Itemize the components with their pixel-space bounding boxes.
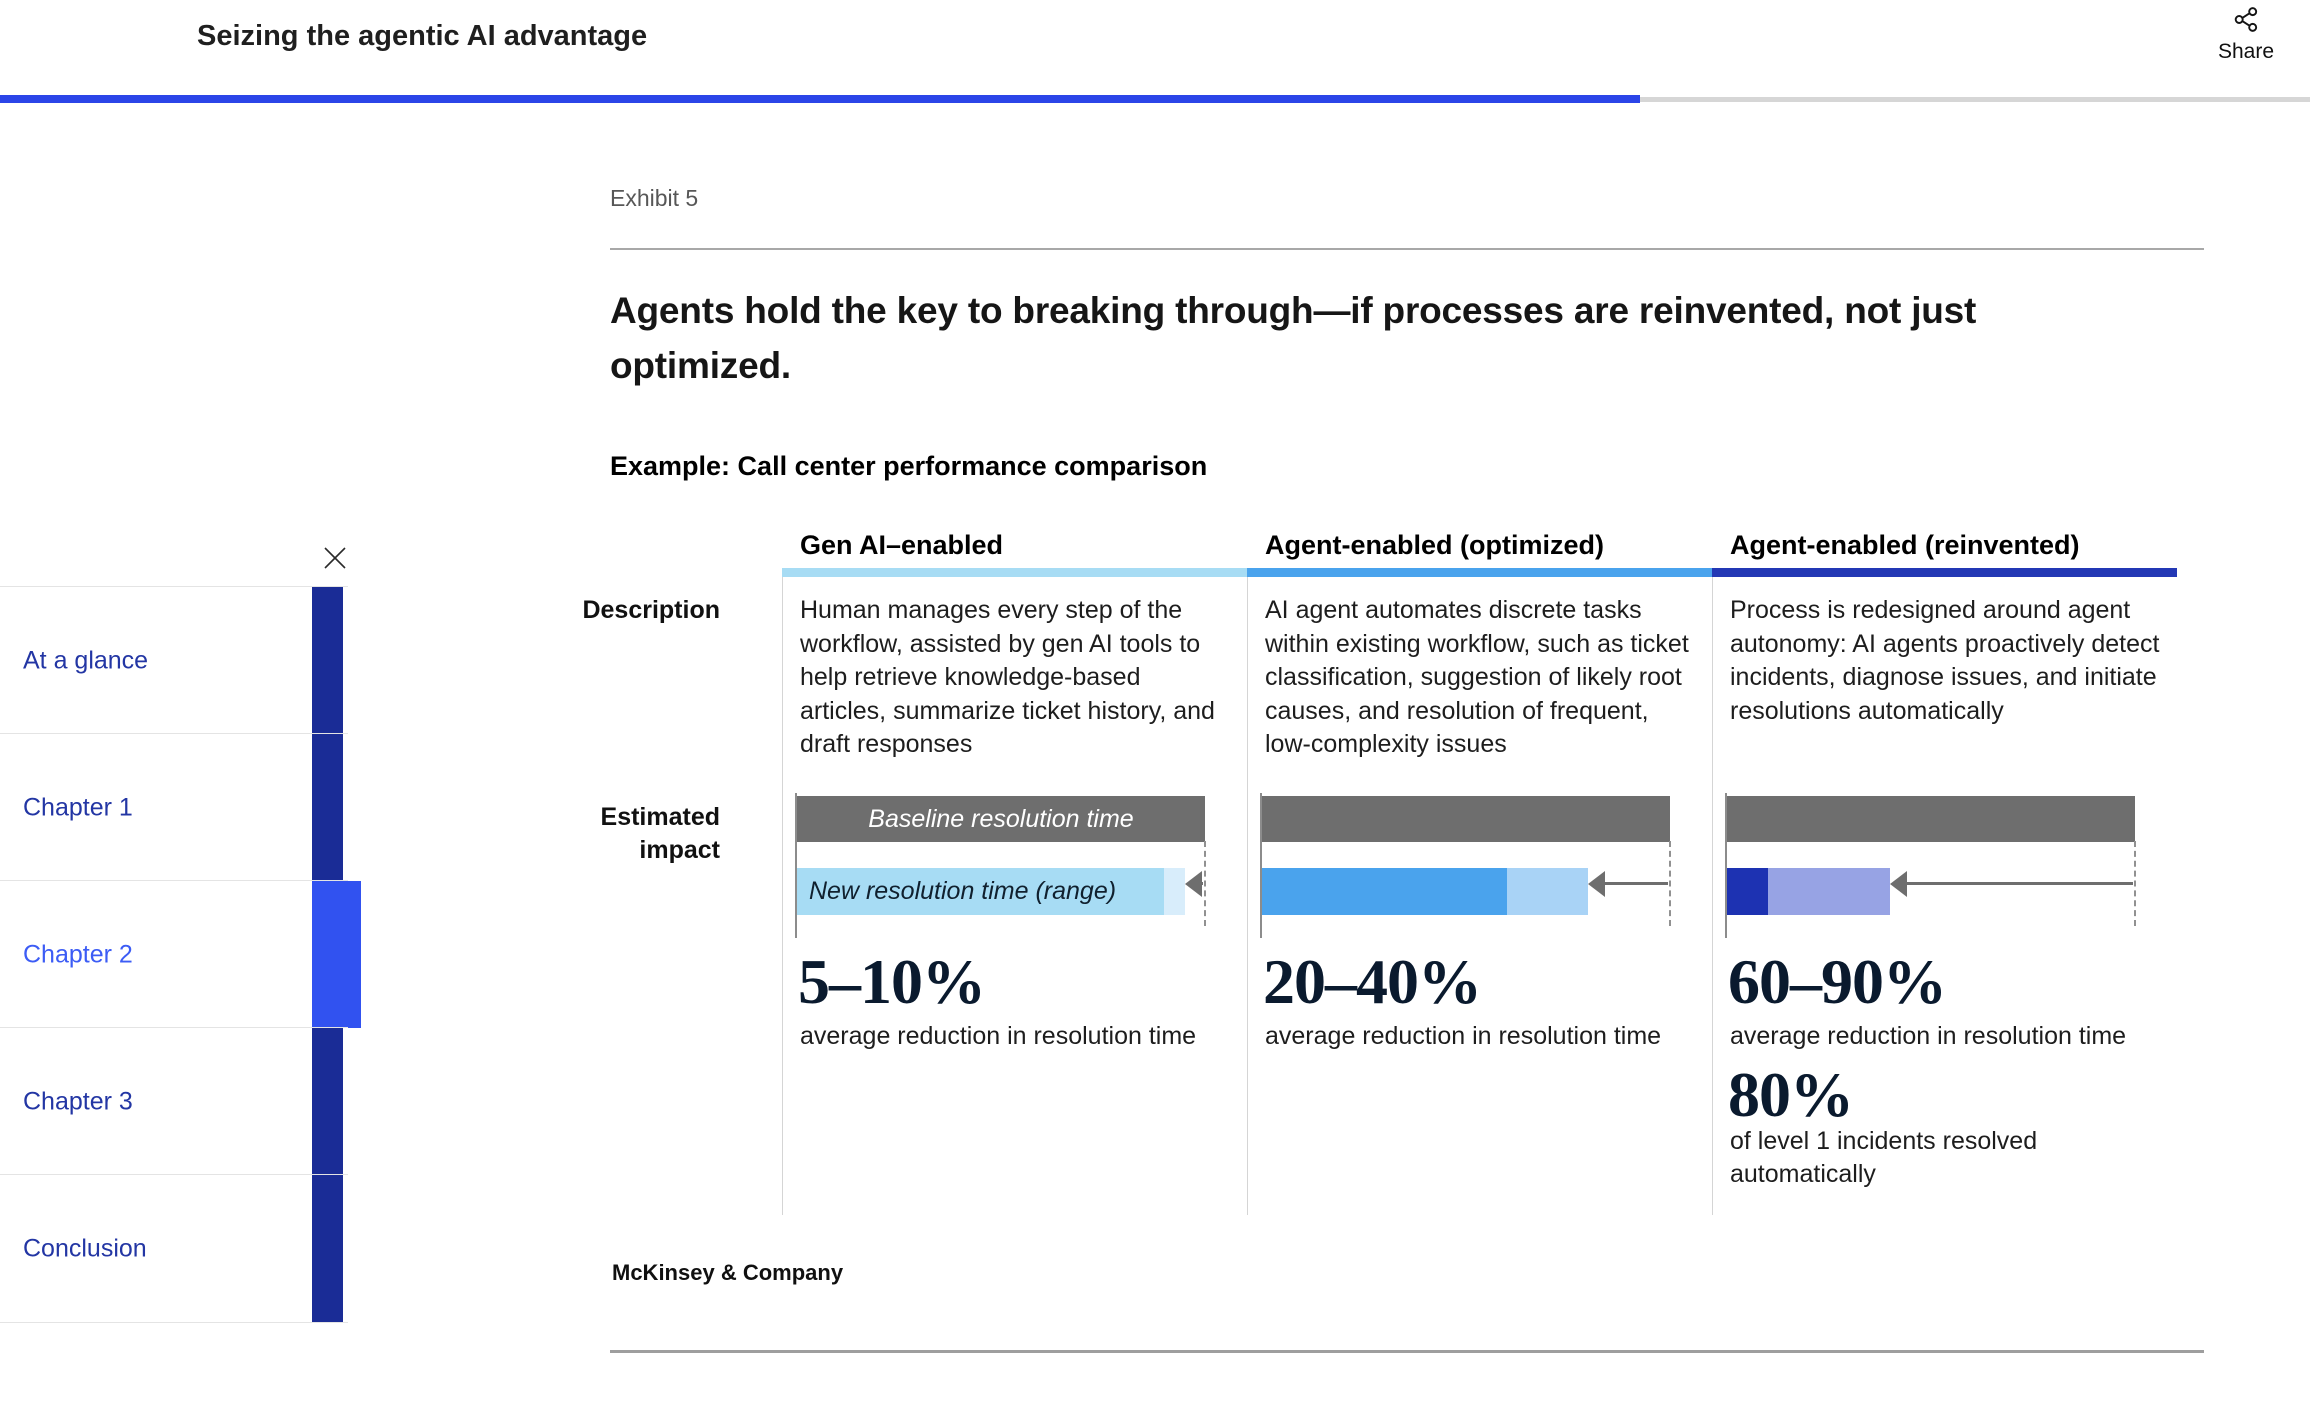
reduction-arrow-icon (1588, 871, 1606, 897)
baseline-bar (1727, 796, 2135, 842)
sidebar-item-at-a-glance[interactable]: At a glance (0, 586, 348, 734)
exhibit-subtitle: Example: Call center performance compari… (610, 451, 1208, 481)
reduction-arrow-line (1200, 882, 1203, 885)
stat-value: 5–10% (798, 946, 986, 1017)
new-time-range-bar (1506, 868, 1589, 915)
new-time-bar (1262, 868, 1507, 915)
baseline-bar (1262, 796, 1670, 842)
sidebar-item-chapter-1[interactable]: Chapter 1 (0, 733, 348, 881)
column-divider-line (1247, 577, 1248, 1215)
sidebar-item-label: Chapter 2 (23, 940, 133, 968)
new-time-range-bar (1164, 868, 1185, 915)
column-accent-bar (1247, 568, 1712, 577)
impact-chart: Baseline resolution time New resolution … (795, 793, 1207, 938)
share-icon (2233, 7, 2260, 37)
column-agent-enabled-optimized: Agent-enabled (optimized) AI agent autom… (1247, 530, 1712, 1230)
extra-stat-caption: of level 1 incidents resolved automatica… (1730, 1127, 2038, 1188)
sidebar-close-button[interactable] (320, 543, 350, 573)
exhibit-label: Exhibit 5 (610, 185, 699, 211)
column-divider-line (782, 577, 783, 1215)
reduction-arrow-line (1906, 882, 2133, 885)
stat-value: 60–90% (1728, 946, 1947, 1017)
sidebar-item-label: Chapter 3 (23, 1087, 133, 1115)
reduction-arrow-line (1604, 882, 1668, 885)
stat-value: 20–40% (1263, 946, 1482, 1017)
reduction-arrow-icon (1184, 871, 1202, 897)
sidebar-item-label: Conclusion (23, 1234, 147, 1262)
row-label-estimated-impact: Estimated impact (600, 803, 720, 864)
column-agent-enabled-reinvented: Agent-enabled (reinvented) Process is re… (1712, 530, 2177, 1230)
baseline-end-marker (1204, 841, 1206, 926)
column-header: Gen AI–enabled (800, 530, 1004, 560)
new-time-bar-label: New resolution time (range) (809, 877, 1117, 905)
column-description: Human manages every step of the workflow… (800, 596, 1215, 758)
page-title: Seizing the agentic AI advantage (197, 20, 648, 52)
column-header: Agent-enabled (reinvented) (1730, 530, 2080, 560)
stat-caption: average reduction in resolution time (1730, 1022, 2127, 1050)
share-label: Share (2217, 40, 2275, 63)
sidebar-item-progress-bar (312, 734, 343, 881)
impact-chart (1260, 793, 1672, 938)
chart-axis-line (795, 793, 797, 938)
column-divider-line (1712, 577, 1713, 1215)
column-description: Process is redesigned around agent auton… (1730, 596, 2160, 725)
sidebar-item-progress-bar (312, 881, 361, 1028)
new-time-range-bar (1767, 868, 1891, 915)
sidebar-item-progress-bar (312, 1028, 343, 1175)
column-gen-ai-enabled: Gen AI–enabled Human manages every step … (782, 530, 1247, 1230)
column-accent-bar (1712, 568, 2177, 577)
new-time-bar (797, 868, 1165, 915)
impact-chart (1725, 793, 2137, 938)
baseline-bar-label: Baseline resolution time (868, 805, 1134, 833)
column-description: AI agent automates discrete tasks within… (1265, 596, 1689, 758)
exhibit-bottom-divider (610, 1350, 2204, 1353)
stat-caption: average reduction in resolution time (800, 1022, 1197, 1050)
reduction-arrow-icon (1890, 871, 1908, 897)
chart-axis-line (1725, 793, 1727, 938)
column-header: Agent-enabled (optimized) (1265, 530, 1604, 560)
column-accent-bar (782, 568, 1247, 577)
read-progress-bar (0, 95, 1641, 103)
chart-axis-line (1260, 793, 1262, 938)
baseline-end-marker (2134, 841, 2136, 926)
extra-stat-value: 80% (1728, 1059, 1854, 1130)
row-label-description: Description (582, 596, 720, 624)
sidebar-item-progress-bar (312, 587, 343, 734)
sidebar-item-chapter-3[interactable]: Chapter 3 (0, 1027, 348, 1175)
baseline-end-marker (1669, 841, 1671, 926)
new-time-bar (1727, 868, 1768, 915)
sidebar-item-label: Chapter 1 (23, 793, 133, 821)
sidebar-item-chapter-2[interactable]: Chapter 2 (0, 880, 361, 1028)
baseline-bar: Baseline resolution time (797, 796, 1205, 842)
mckinsey-wordmark: McKinsey & Company (612, 1260, 844, 1285)
sidebar-item-label: At a glance (23, 646, 149, 674)
exhibit-top-divider (610, 248, 2204, 250)
sidebar-item-conclusion[interactable]: Conclusion (0, 1174, 348, 1323)
exhibit-heading: Agents hold the key to breaking through—… (610, 290, 1977, 386)
share-button[interactable]: Share (2200, 6, 2292, 64)
close-icon (320, 547, 350, 577)
stat-caption: average reduction in resolution time (1265, 1022, 1662, 1050)
sidebar-item-progress-bar (312, 1175, 343, 1322)
